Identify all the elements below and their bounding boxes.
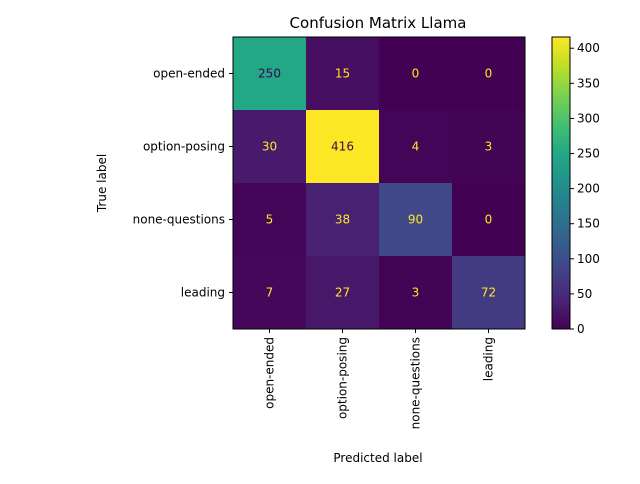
colorbar-tick-label: 100 — [577, 252, 600, 266]
matrix-cell — [233, 37, 307, 111]
matrix-cell — [379, 256, 453, 330]
y-tick-label: option-posing — [143, 140, 225, 154]
colorbar-tick-label: 200 — [577, 182, 600, 196]
colorbar-tick-label: 50 — [577, 287, 592, 301]
cell-value-label: 0 — [485, 213, 493, 227]
colorbar-tick-label: 150 — [577, 217, 600, 231]
matrix-cell — [306, 37, 380, 111]
colorbar: 0 50 100 150 200 250 300 350 400 — [551, 36, 600, 336]
x-tick-label: open-ended — [263, 337, 277, 409]
x-tick-label: leading — [482, 337, 496, 381]
matrix-cell — [379, 37, 453, 111]
cell-value-label: 15 — [335, 67, 350, 81]
x-axis-label: Predicted label — [333, 451, 422, 465]
matrix-cell — [452, 256, 526, 330]
cell-value-label: 3 — [485, 140, 493, 154]
cell-value-label: 30 — [262, 140, 277, 154]
y-tick-label: open-ended — [153, 67, 225, 81]
x-tick-label: none-questions — [409, 337, 423, 429]
matrix-frame — [232, 36, 526, 330]
cell-value-label: 90 — [408, 213, 423, 227]
matrix-cell — [452, 37, 526, 111]
cell-value-label: 5 — [266, 213, 274, 227]
matrix-cell — [379, 110, 453, 184]
matrix-cell — [233, 256, 307, 330]
cell-value-label: 27 — [335, 286, 350, 300]
cell-value-label: 38 — [335, 213, 350, 227]
matrix-cell — [233, 183, 307, 257]
cell-value-label: 0 — [485, 67, 493, 81]
colorbar-gradient — [551, 36, 571, 330]
cell-value-label: 416 — [331, 140, 354, 154]
matrix-cell — [306, 256, 380, 330]
colorbar-tick-label: 400 — [577, 41, 600, 55]
cell-annotations: 250 15 0 0 30 416 4 3 5 38 90 0 7 27 3 72 — [258, 67, 496, 300]
matrix-cell — [306, 183, 380, 257]
y-tick-label: leading — [181, 286, 225, 300]
cell-value-label: 72 — [481, 286, 496, 300]
colorbar-tick-label: 350 — [577, 76, 600, 90]
axes: open-ended option-posing none-questions lea… — [133, 36, 526, 429]
matrix-cell — [452, 110, 526, 184]
chart-title: Confusion Matrix Llama — [290, 14, 467, 32]
matrix-cell — [452, 183, 526, 257]
cell-value-label: 0 — [412, 67, 420, 81]
colorbar-tick-label: 250 — [577, 147, 600, 161]
colorbar-tick-label: 0 — [577, 322, 585, 336]
matrix-cell — [306, 110, 380, 184]
matrix-cell — [379, 183, 453, 257]
cell-value-label: 7 — [266, 286, 274, 300]
cell-value-label: 3 — [412, 286, 420, 300]
cell-value-label: 4 — [412, 140, 420, 154]
x-tick-label: option-posing — [336, 337, 350, 419]
y-axis-label: True label — [95, 154, 109, 213]
matrix-cells — [233, 37, 526, 330]
y-tick-label: none-questions — [133, 213, 225, 227]
cell-value-label: 250 — [258, 67, 281, 81]
colorbar-tick-label: 300 — [577, 111, 600, 125]
matrix-cell — [233, 110, 307, 184]
